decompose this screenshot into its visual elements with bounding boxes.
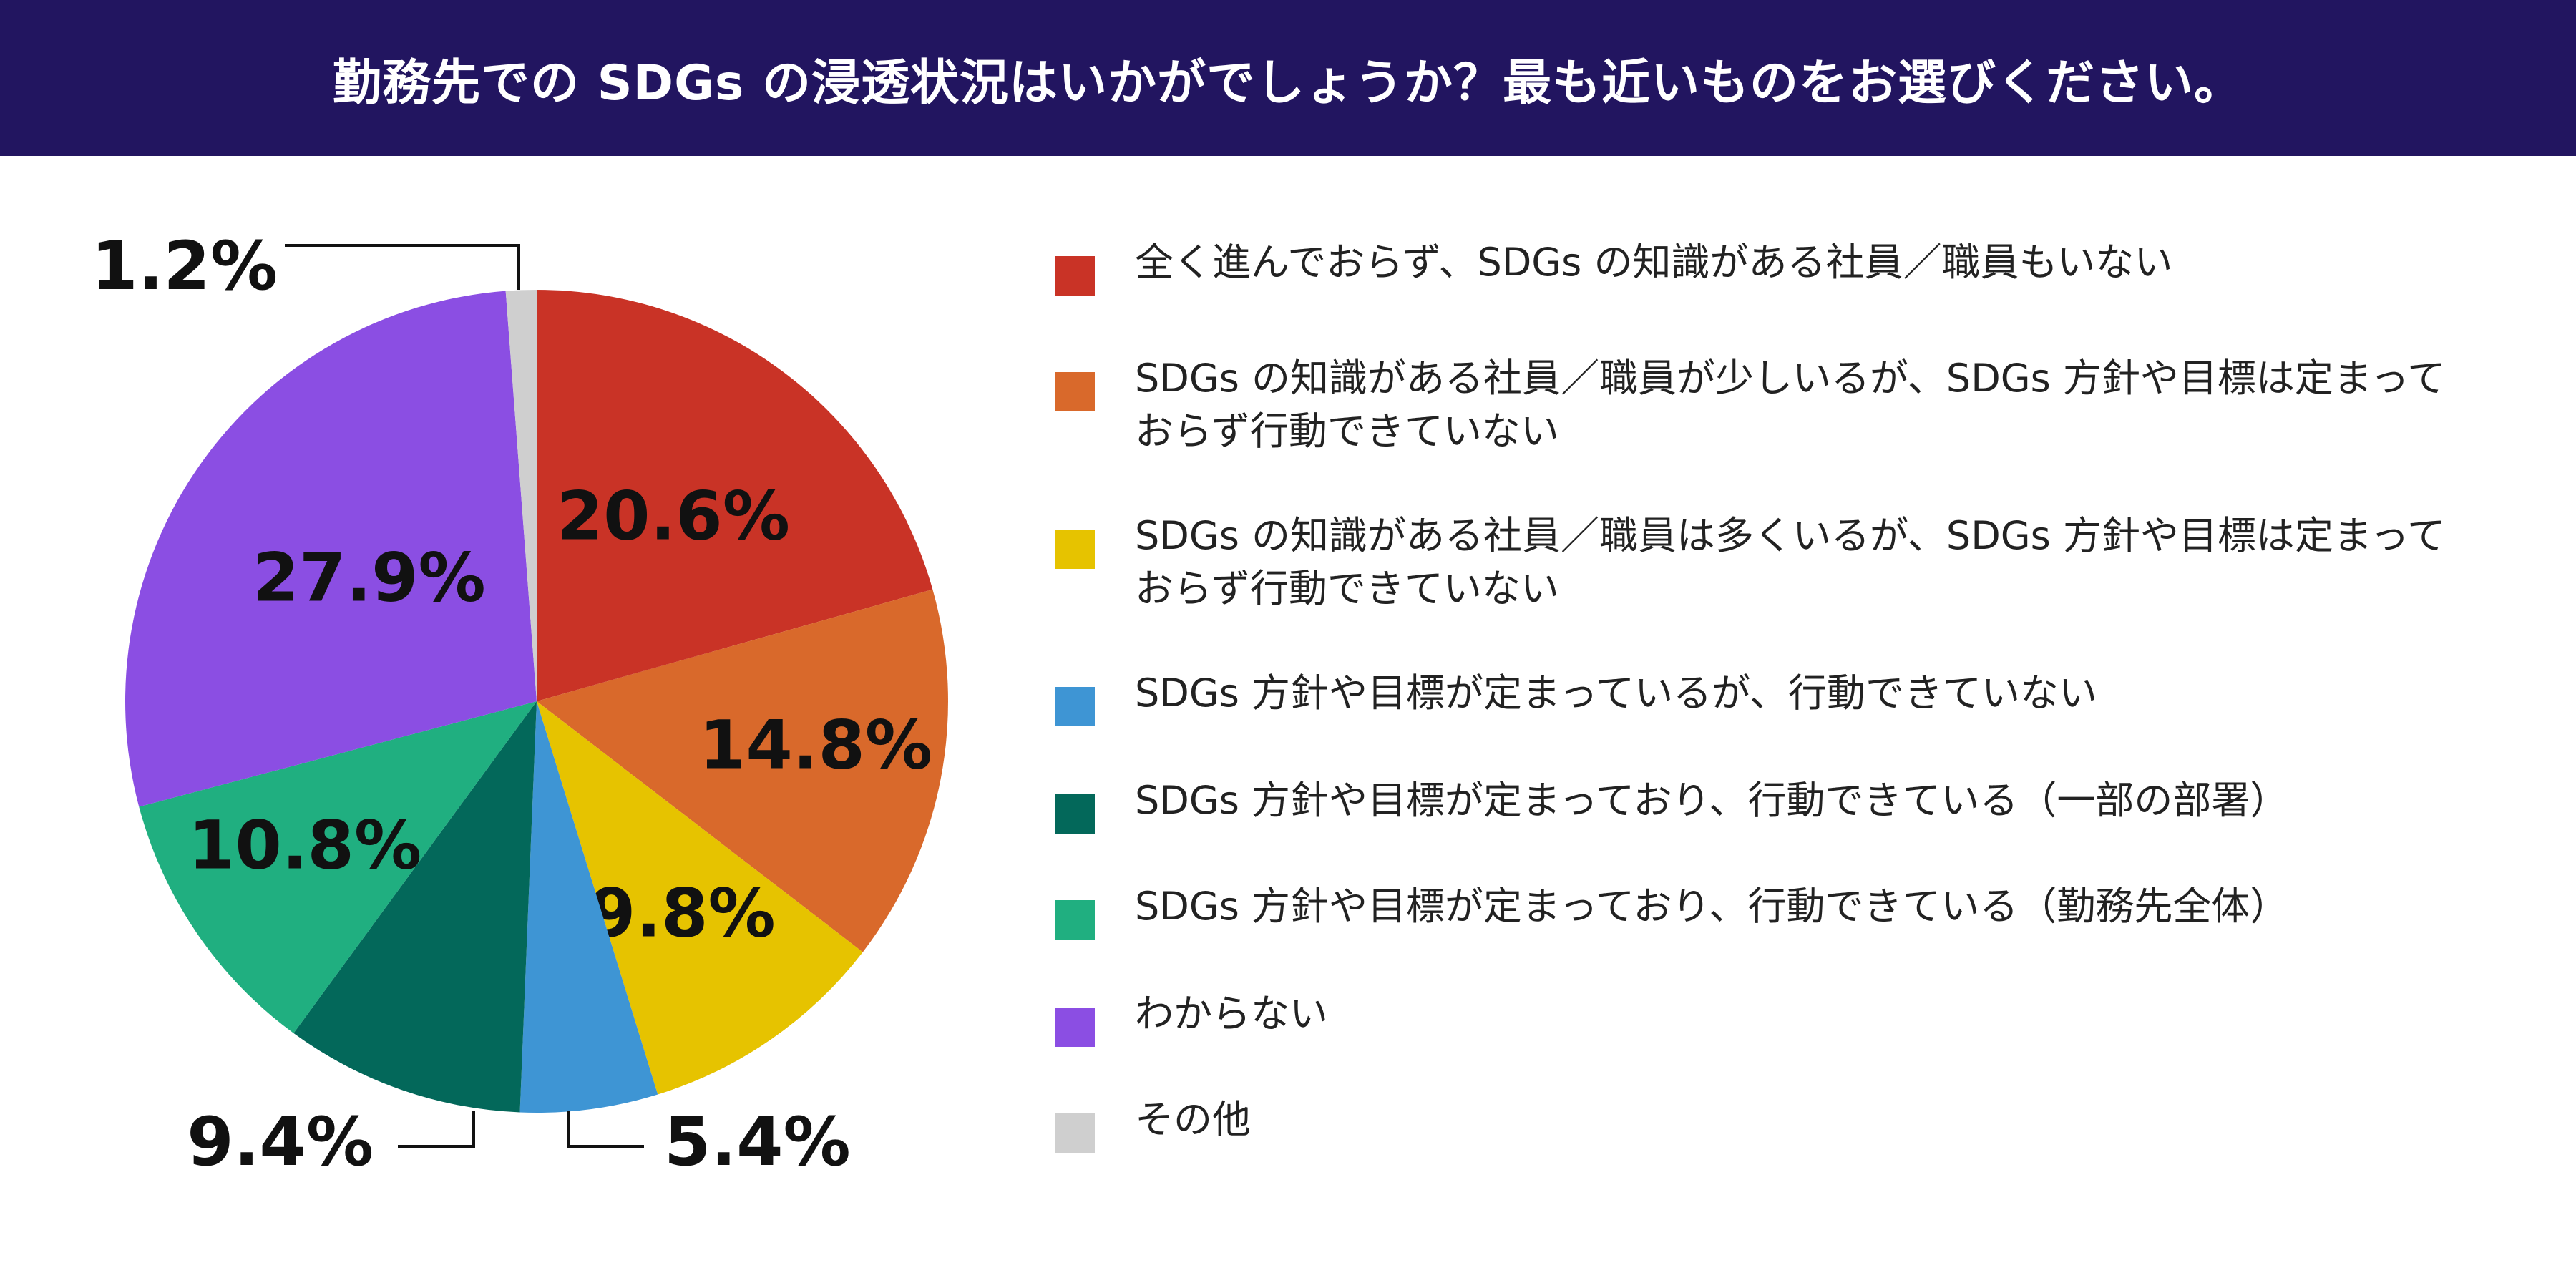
leader-line-4	[567, 1111, 644, 1148]
legend-swatch	[1055, 1008, 1095, 1047]
legend-item-5: SDGs 方針や目標が定まっており、行動できている（一部の部署）	[1055, 774, 2529, 834]
legend-label: SDGs の知識がある社員／職員は多くいるが、SDGs 方針や目標は定まって お…	[1135, 513, 2446, 611]
pie-slice-4	[519, 701, 658, 1113]
legend-swatch	[1055, 900, 1095, 940]
slice-value-label-8: 1.2%	[91, 228, 278, 306]
pie-slice-5	[293, 701, 537, 1113]
legend-label: わからない	[1135, 991, 1328, 1036]
legend-item-3: SDGs の知識がある社員／職員は多くいるが、SDGs 方針や目標は定まって お…	[1055, 509, 2529, 615]
legend-item-4: SDGs 方針や目標が定まっているが、行動できていない	[1055, 667, 2529, 726]
legend-item-7: わからない	[1055, 987, 2529, 1047]
chart-title: 勤務先での SDGs の浸透状況はいかがでしょうか？最も近いものをお選びください…	[332, 54, 2244, 112]
slice-value-label-3: 9.8%	[589, 875, 776, 953]
pie-slice-2	[537, 589, 948, 952]
pie-slice-1	[537, 290, 933, 701]
legend-swatch	[1055, 794, 1095, 834]
legend-swatch	[1055, 687, 1095, 726]
legend-swatch	[1055, 372, 1095, 411]
legend-swatch	[1055, 256, 1095, 296]
legend-item-1: 全く進んでおらず、SDGs の知識がある社員／職員もいない	[1055, 236, 2529, 296]
slice-value-label-6: 10.8%	[188, 806, 421, 884]
legend-swatch	[1055, 530, 1095, 569]
legend-label: その他	[1135, 1097, 1251, 1142]
slice-value-label-2: 14.8%	[699, 706, 932, 784]
legend-label: SDGs 方針や目標が定まっており、行動できている（勤務先全体）	[1135, 884, 2289, 929]
legend-label: SDGs 方針や目標が定まっているが、行動できていない	[1135, 670, 2098, 716]
legend-item-6: SDGs 方針や目標が定まっており、行動できている（勤務先全体）	[1055, 880, 2529, 940]
legend-label: SDGs の知識がある社員／職員が少しいるが、SDGs 方針や目標は定まって お…	[1135, 356, 2446, 454]
chart-header: 勤務先での SDGs の浸透状況はいかがでしょうか？最も近いものをお選びください…	[0, 0, 2576, 156]
pie-chart: 20.6% 14.8% 9.8% 5.4% 9.4% 10.8% 27.9% 1.2%	[91, 228, 948, 1181]
leader-line-5	[398, 1111, 475, 1148]
pie-slice-8	[505, 290, 537, 701]
slice-value-label-4: 5.4%	[664, 1103, 851, 1181]
legend-label: 全く進んでおらず、SDGs の知識がある社員／職員もいない	[1135, 240, 2173, 285]
legend-swatch	[1055, 1113, 1095, 1153]
pie-slice-3	[537, 701, 863, 1095]
legend-item-2: SDGs の知識がある社員／職員が少しいるが、SDGs 方針や目標は定まって お…	[1055, 352, 2529, 458]
slice-value-label-1: 20.6%	[557, 478, 790, 556]
slice-value-label-5: 9.4%	[187, 1103, 374, 1181]
pie-slice-7	[125, 291, 537, 807]
legend-item-8: その他	[1055, 1093, 2529, 1153]
slice-value-label-7: 27.9%	[253, 539, 486, 617]
pie-slice-6	[139, 701, 537, 1033]
leader-line-8	[285, 244, 520, 290]
legend-label: SDGs 方針や目標が定まっており、行動できている（一部の部署）	[1135, 778, 2289, 823]
